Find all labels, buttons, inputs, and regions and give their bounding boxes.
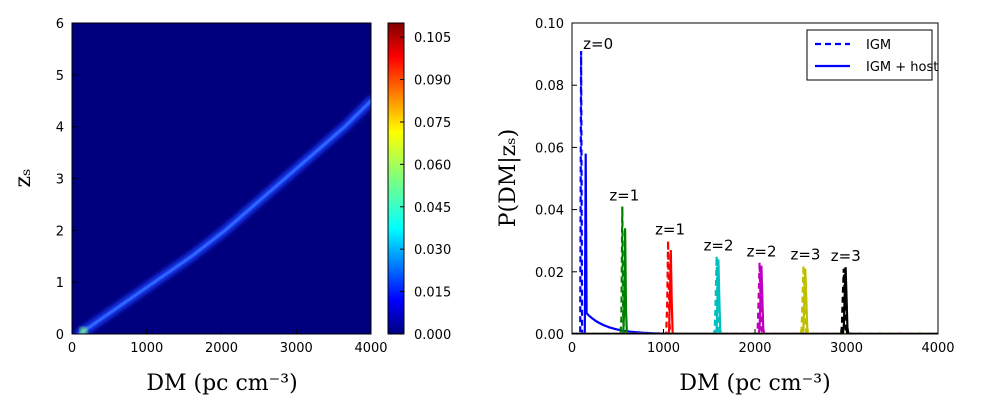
heatmap-y-tick-label: 2 — [56, 224, 64, 239]
heatmap-y-label: zₛ — [11, 168, 36, 187]
legend-box — [806, 29, 933, 81]
curve-label: z=2 — [747, 242, 777, 260]
colorbar: 0.000 0.015 0.030 0.045 0.060 0.075 0.090 0.105 — [387, 22, 451, 343]
colorbar-tick-label: 0.000 — [414, 328, 451, 343]
heatmap-x-tick-label: 3000 — [280, 341, 313, 356]
colorbar-tick-label: 0.060 — [414, 158, 451, 173]
curves — [572, 50, 938, 334]
line-x-tick-label: 0 — [568, 341, 576, 356]
curve-label: z=3 — [790, 246, 820, 264]
heatmap-x-tick-label: 0 — [68, 341, 76, 356]
line-y-tick-label: 0.04 — [535, 204, 564, 219]
line-y-tick-label: 0.00 — [535, 328, 564, 343]
line-y-tick-label: 0.02 — [535, 266, 564, 281]
heatmap-panel: 0 1000 2000 3000 4000 0 1 2 3 4 5 6 DM (pc cm⁻³) z… — [11, 17, 388, 396]
heatmap-ridge-core — [78, 99, 371, 334]
colorbar-tick-label: 0.090 — [414, 74, 451, 89]
heatmap-y-tick-label: 1 — [56, 276, 64, 291]
heatmap-x-label: DM (pc cm⁻³) — [146, 371, 297, 396]
line-panel: 0 1000 2000 3000 4000 0.000.020.040.060.080.… — [496, 17, 955, 396]
colorbar-ticks: 0.000 0.015 0.030 0.045 0.060 0.075 0.090 0.105 — [400, 31, 451, 343]
legend-host-label: IGM + host — [866, 60, 938, 75]
host-curve-0 — [572, 153, 938, 334]
heatmap-x-ticks: 0 1000 2000 3000 4000 — [68, 329, 388, 356]
line-y-tick-label: 0.10 — [535, 17, 564, 32]
heatmap-y-tick-label: 6 — [56, 17, 64, 32]
line-x-label: DM (pc cm⁻³) — [679, 371, 830, 396]
curve-annotations: z=0 z=1 z=1 z=2 z=2 z=3 z=3 — [583, 35, 861, 265]
line-y-ticks: 0.00 0.02 0.04 0.06 0.08 0.10 — [535, 17, 577, 343]
heatmap-y-ticks: 0 1 2 3 4 5 6 — [56, 17, 77, 343]
colorbar-tick-label: 0.015 — [414, 286, 451, 301]
heatmap-y-tick-label: 3 — [56, 173, 64, 188]
heatmap-y-tick-label: 0 — [56, 328, 64, 343]
heatmap-x-tick-label: 2000 — [205, 341, 238, 356]
curve-label: z=0 — [583, 35, 613, 53]
heatmap-y-tick-label: 4 — [56, 121, 64, 136]
colorbar-tick-label: 0.045 — [414, 201, 451, 216]
colorbar-tick-label: 0.075 — [414, 116, 451, 131]
colorbar-gradient — [387, 22, 405, 335]
colorbar-tick-label: 0.105 — [414, 31, 451, 46]
line-x-tick-label: 4000 — [921, 341, 954, 356]
heatmap-x-tick-label: 1000 — [130, 341, 163, 356]
legend-igm-label: IGM — [866, 38, 891, 53]
line-x-tick-label: 2000 — [738, 341, 771, 356]
line-y-tick-label: 0.06 — [535, 141, 564, 156]
line-y-tick-label: 0.08 — [535, 79, 564, 94]
curve-label: z=1 — [655, 221, 685, 239]
heatmap-background — [72, 23, 371, 334]
curve-label: z=2 — [704, 236, 734, 254]
heatmap-y-tick-label: 5 — [56, 69, 64, 84]
heatmap-x-tick-label: 4000 — [354, 341, 387, 356]
line-x-ticks: 0 1000 2000 3000 4000 — [568, 329, 955, 356]
curve-label: z=1 — [609, 186, 639, 204]
line-x-tick-label: 1000 — [647, 341, 680, 356]
curve-label: z=3 — [831, 247, 861, 265]
line-x-tick-label: 3000 — [830, 341, 863, 356]
colorbar-tick-label: 0.030 — [414, 243, 451, 258]
line-y-label: P(DM|zₛ) — [496, 129, 521, 228]
legend: IGM IGM + host — [806, 29, 938, 81]
heatmap-peak-spot — [79, 327, 88, 334]
